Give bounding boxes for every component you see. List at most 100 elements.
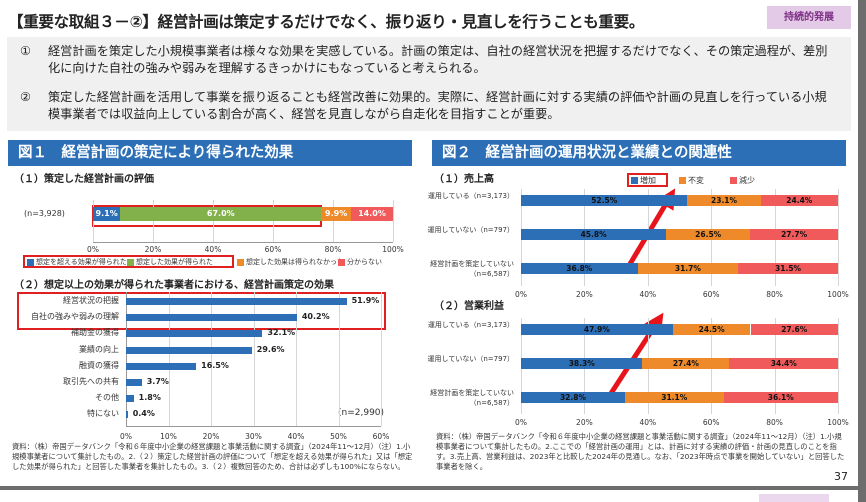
fig1b-category-label: その他 — [95, 393, 119, 403]
category-badge: 持続的発展 — [767, 6, 851, 29]
figure-1-sub2: （２）想定以上の効果が得られた事業者における、経営計画策定の効果 — [14, 280, 334, 291]
fig1b-gridline — [381, 292, 382, 426]
fig1b-value-label: 3.7% — [146, 377, 169, 386]
fig2b-segment: 27.4% — [642, 358, 730, 369]
bullet-1-number: ① — [20, 44, 31, 58]
fig2a-segment: 45.8% — [521, 229, 667, 240]
fig2b-tick-label: 100% — [827, 418, 849, 427]
figure-2-sub2: （２）営業利益 — [434, 301, 504, 312]
legend-label: 想定を超える効果が得られた — [36, 258, 127, 266]
fig2b-category-label: 経営計画を策定していない — [430, 389, 514, 397]
fig1b-tick-label: 30% — [245, 432, 262, 441]
fig1b-bar — [126, 395, 134, 403]
fig1a-tick-label: 80% — [324, 245, 342, 254]
figure-2-header: 図２ 経営計画の運用状況と業績との関連性 — [432, 140, 846, 166]
bullet-2-text: 策定した経営計画を活用して事業を振り返ることも経営改善に効果的。実際に、経営計画… — [48, 90, 827, 121]
fig1a-segment: 14.0% — [351, 207, 393, 221]
fig1b-tick-label: 60% — [372, 432, 390, 441]
fig1b-tick-label: 50% — [330, 432, 347, 441]
fig2a-category-n: （n=6,587） — [469, 270, 514, 278]
fig1a-gridline — [213, 200, 214, 242]
fig1b-gridline — [253, 292, 255, 426]
figure-1-n2: (n=2,990) — [338, 408, 385, 418]
fig2b-segment: 27.6% — [750, 324, 838, 335]
fig2b-category-label: 運用していない（n=797） — [427, 355, 514, 363]
highlight-box-legend — [23, 255, 234, 268]
fig2b-tick-label: 20% — [576, 418, 593, 427]
fig1b-value-label: 40.2% — [301, 312, 330, 322]
legend-swatch — [631, 177, 638, 184]
figure-2-note: 資料：（株）帝国データバンク「令和６年度中小企業の経営課題と事業活動に関する調査… — [436, 432, 845, 471]
fig2a-tick-label: 100% — [827, 290, 849, 299]
legend-swatch — [730, 177, 737, 184]
fig1b-value-label: 51.9% — [351, 296, 380, 305]
fig1a-gridline — [93, 200, 94, 242]
fig2b-gridline — [838, 318, 839, 414]
legend-label: 分からない — [347, 258, 382, 266]
next-slide-badge — [759, 494, 829, 502]
fig1a-legend-item: 想定した効果は得られなかった — [237, 257, 344, 267]
summary-box: ① 経営計画を策定した小規模事業者は様々な効果を実感している。計画の策定は、自社… — [7, 37, 851, 131]
fig1b-value-label: 29.6% — [256, 344, 285, 354]
legend-label: 想定した効果が得られた — [136, 258, 213, 266]
fig1b-bar — [126, 379, 142, 386]
fig2b-segment: 24.5% — [672, 324, 751, 335]
legend-swatch — [127, 258, 134, 266]
fig1b-bar — [126, 362, 197, 370]
figure-1-note: 資料：（株）帝国データバンク「令和６年度中小企業の経営課題と事業活動に関する調査… — [12, 442, 413, 471]
fig1b-category-label: 取引先への共有 — [63, 377, 119, 386]
fig1b-value-label: 1.8% — [138, 393, 161, 403]
fig1b-category-label: 経営状況の把握 — [63, 296, 119, 305]
fig1b-yaxis — [126, 292, 127, 426]
fig1a-legend-item: 想定を超える効果が得られた — [27, 257, 127, 267]
fig2b-tick-label: 40% — [639, 418, 657, 427]
fig1b-bar — [126, 330, 263, 338]
fig2a-segment: 31.7% — [637, 263, 739, 274]
fig1b-gridline — [211, 292, 212, 426]
fig1a-tick-label: 20% — [144, 245, 162, 254]
legend-swatch — [27, 258, 34, 266]
next-slide-edge — [0, 490, 858, 502]
fig2a-tick-label: 0% — [515, 290, 527, 299]
fig2a-segment: 26.5% — [666, 229, 751, 240]
fig2a-category-label: 運用していない（n=797） — [427, 226, 514, 234]
fig2a-segment: 23.1% — [687, 195, 761, 206]
bullet-2-number: ② — [20, 90, 31, 104]
fig1b-tick-label: 0% — [120, 432, 132, 441]
fig2a-segment: 27.7% — [750, 229, 838, 240]
fig1a-legend-item: 分からない — [338, 257, 382, 267]
fig1a-segment: 67.0% — [120, 207, 322, 221]
fig1a-axis — [93, 242, 393, 243]
fig2a-segment: 31.5% — [738, 263, 838, 274]
legend-label: 不変 — [688, 176, 704, 185]
fig1b-bar — [126, 411, 128, 419]
fig1b-bar — [126, 346, 252, 354]
fig1b-tick-label: 40% — [287, 432, 305, 441]
fig2b-segment: 31.1% — [624, 392, 724, 403]
fig2a-segment: 52.5% — [521, 195, 688, 206]
fig1b-gridline — [338, 292, 340, 426]
fig2b-segment: 36.1% — [723, 392, 838, 403]
fig1b-category-label: 補助金の獲得 — [71, 328, 119, 338]
fig1b-value-label: 16.5% — [201, 360, 229, 370]
fig2a-category-label: 運用している（n=3,173） — [427, 192, 514, 200]
fig1b-category-label: 業績の向上 — [79, 344, 119, 354]
fig2a-category-label: 経営計画を策定していない — [430, 260, 514, 268]
fig2a-gridline — [838, 189, 839, 286]
legend-label: 減少 — [739, 176, 755, 185]
fig1a-tick-label: 0% — [87, 245, 99, 254]
legend-swatch — [338, 258, 345, 266]
legend-swatch — [679, 177, 686, 184]
fig2a-tick-label: 60% — [702, 290, 720, 299]
fig2b-tick-label: 60% — [702, 418, 720, 427]
fig1b-tick-label: 20% — [202, 432, 220, 441]
fig1a-segment: 9.9% — [321, 207, 351, 221]
fig1b-bar — [126, 314, 297, 322]
figure-2-sub1: （１）売上高 — [434, 174, 494, 185]
fig1b-bar — [126, 298, 347, 305]
legend-label: 想定した効果は得られなかった — [246, 258, 344, 266]
fig2b-segment: 47.9% — [521, 324, 673, 335]
fig1b-category-label: 融資の獲得 — [79, 360, 119, 370]
fig1b-category-label: 自社の強みや弱みの理解 — [31, 312, 119, 322]
highlight-box-increase-legend — [627, 173, 668, 187]
